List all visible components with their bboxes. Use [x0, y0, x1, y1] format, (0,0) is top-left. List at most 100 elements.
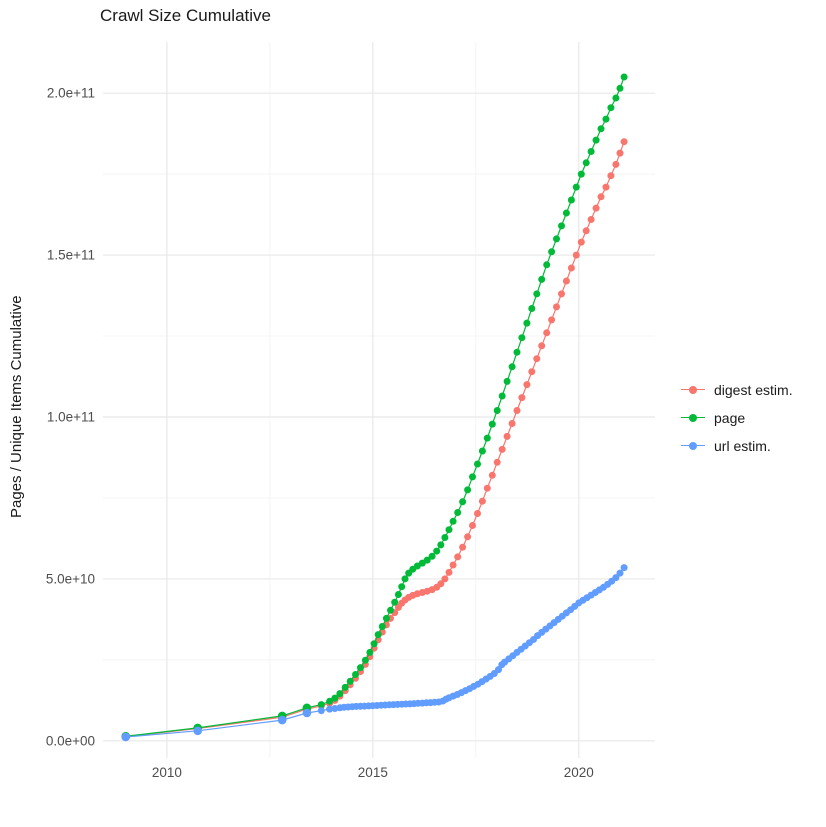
point-swatch-icon — [689, 385, 697, 394]
chart-title: Crawl Size Cumulative — [100, 6, 271, 25]
legend-item-page: page — [681, 407, 793, 428]
legend-key-url-estim — [681, 435, 705, 456]
data-point — [469, 522, 476, 529]
legend-item-digest-estim: digest estim. — [681, 379, 793, 400]
data-point — [464, 533, 472, 541]
data-point — [449, 561, 457, 569]
data-point — [449, 517, 457, 525]
data-point — [620, 73, 628, 81]
data-point — [562, 277, 570, 285]
point-swatch-icon — [689, 413, 697, 422]
y-axis-title: Pages / Unique Items Cumulative — [8, 295, 25, 519]
data-point — [331, 694, 339, 702]
data-point — [394, 591, 402, 598]
data-point — [391, 598, 399, 606]
data-point — [602, 115, 610, 123]
data-point — [533, 290, 541, 298]
data-point — [538, 342, 546, 350]
data-point — [577, 170, 585, 178]
data-point — [193, 726, 202, 736]
data-point — [454, 553, 462, 561]
series-line — [125, 76, 625, 737]
data-point — [523, 381, 531, 389]
data-point — [587, 148, 595, 155]
data-point — [602, 183, 610, 191]
data-point — [277, 715, 287, 725]
data-point — [553, 303, 560, 311]
data-point — [428, 552, 436, 560]
data-point — [592, 136, 600, 144]
data-point — [587, 216, 595, 223]
data-point — [478, 447, 486, 455]
data-point — [616, 149, 624, 157]
data-point — [592, 204, 600, 212]
data-point — [459, 543, 467, 551]
x-tick-label: 2020 — [564, 765, 594, 780]
data-point — [577, 238, 585, 246]
data-point — [326, 697, 334, 705]
data-point — [445, 568, 453, 576]
data-point — [493, 407, 501, 414]
data-point — [374, 631, 382, 639]
data-point — [361, 656, 369, 664]
data-point — [513, 348, 521, 356]
y-tick-label: 5.0e+10 — [46, 571, 95, 586]
data-point — [437, 541, 445, 549]
y-tick-label: 1.0e+11 — [47, 410, 95, 425]
data-point — [401, 575, 409, 583]
data-point — [459, 498, 467, 506]
data-point — [572, 183, 580, 191]
series-line — [125, 567, 625, 738]
legend-label: url estim. — [714, 437, 771, 454]
data-point — [317, 707, 325, 715]
legend-label: digest estim. — [714, 381, 793, 398]
data-point — [437, 580, 445, 588]
data-point — [616, 569, 624, 577]
series-url-estim — [121, 564, 628, 742]
data-point — [508, 363, 516, 371]
data-point — [317, 701, 325, 709]
data-point — [382, 614, 390, 622]
data-point — [464, 486, 472, 494]
data-point — [441, 534, 449, 541]
data-point — [612, 160, 620, 168]
data-point — [370, 640, 378, 648]
data-point — [341, 683, 349, 691]
data-point — [558, 222, 565, 230]
data-point — [378, 623, 386, 630]
data-point — [558, 290, 565, 298]
data-point — [474, 510, 481, 517]
data-point — [518, 394, 526, 402]
data-point — [336, 690, 344, 698]
data-point — [493, 458, 501, 466]
data-point — [503, 377, 511, 385]
data-point — [553, 235, 560, 243]
data-point — [543, 261, 551, 269]
data-point — [533, 355, 541, 363]
data-point — [567, 196, 575, 204]
data-point — [518, 334, 526, 342]
data-point — [582, 227, 590, 235]
data-point — [528, 305, 536, 312]
data-point — [620, 138, 628, 146]
data-point — [441, 575, 449, 583]
data-point — [572, 251, 580, 259]
legend-label: page — [714, 409, 746, 426]
data-point — [366, 648, 374, 656]
data-point — [607, 104, 615, 112]
series-page — [121, 73, 628, 741]
data-point — [548, 248, 556, 256]
data-point — [523, 319, 531, 327]
data-point — [387, 606, 394, 614]
data-point — [352, 671, 359, 678]
data-point — [548, 316, 556, 324]
data-point — [620, 564, 628, 572]
data-point — [498, 445, 506, 453]
x-tick-label: 2010 — [152, 765, 182, 780]
x-tick-label: 2015 — [358, 765, 388, 780]
data-point — [469, 473, 476, 481]
data-point — [488, 471, 496, 479]
data-point — [346, 677, 354, 685]
data-point — [488, 420, 496, 428]
